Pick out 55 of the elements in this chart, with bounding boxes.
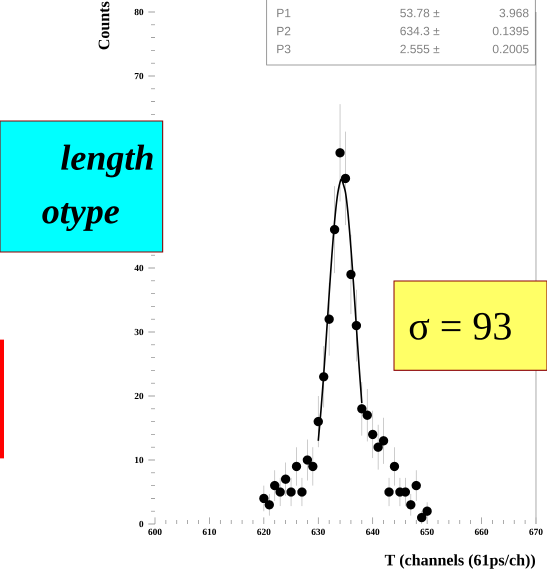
point [390,462,400,472]
y-tick-label: 80 [134,8,144,16]
x-tick-label: 610 [202,528,216,535]
y-tick-label: 30 [134,328,144,336]
x-tick-label: 670 [529,528,543,535]
x-tick-label: 620 [257,528,270,535]
point [270,480,280,490]
point [340,174,350,184]
y-tick-label: 40 [134,264,144,272]
x-tick-label: 600 [148,528,162,535]
annotation: 3.968 [499,8,529,18]
point [362,410,372,420]
y-tick-label: 20 [134,392,144,400]
annotation: σ = 93 [410,312,511,340]
annotation: 53.78 ± [400,8,440,18]
point [297,487,307,497]
point [330,224,340,234]
x-tick-label: 660 [474,528,488,535]
annotation: 634.3 ± [400,26,440,36]
annotation: P1 [277,8,290,18]
y-tick-label: 0 [139,520,144,528]
x-tick-label: 650 [420,528,434,535]
text: length [61,144,153,178]
point [412,480,421,490]
point [324,314,334,324]
x-tick-label: 640 [366,528,380,535]
y-tick-label: 10 [135,456,144,464]
y-axis-title: Counts [98,2,110,50]
point [276,487,285,497]
annotation: 0.2005 [492,44,529,54]
point [346,270,356,280]
point [357,404,366,414]
point [302,455,312,465]
point [319,372,328,382]
point [352,320,362,330]
annotation: 0.1395 [492,26,529,36]
point [384,487,394,497]
point [308,462,318,472]
y-tick-label: 70 [134,72,144,80]
point [335,148,345,158]
text: otype [42,202,119,232]
annotation: 2.555 ± [400,44,440,54]
x-axis-title: T (channels (61ps/ch)) [384,554,536,569]
point [314,416,323,426]
point [378,436,388,446]
point [292,462,302,472]
x-tick-label: 630 [312,528,325,535]
point [280,474,290,484]
point [406,500,416,510]
point [264,500,274,510]
annotation: P2 [277,26,290,36]
point [286,487,296,497]
annotation: P3 [277,44,290,54]
point [373,442,383,452]
point [368,430,378,440]
